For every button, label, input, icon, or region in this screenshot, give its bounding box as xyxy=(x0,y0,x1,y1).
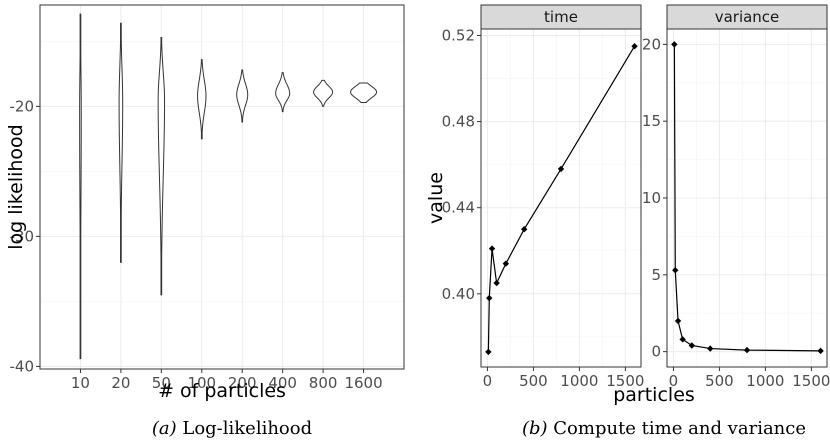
violin-400 xyxy=(275,72,291,113)
violin-10 xyxy=(79,13,82,360)
data-point xyxy=(502,260,510,267)
facet-strip xyxy=(666,4,828,30)
caption-a-text: Log-likelihood xyxy=(182,418,312,439)
y-tick-label: -30 xyxy=(10,227,35,245)
y-tick-label: 0 xyxy=(651,343,661,361)
log-likelihood-violin-chart: -40 -30 -20 10 20 50 100 200 400 800 1600 # of part… xyxy=(5,4,405,402)
data-point xyxy=(707,345,714,352)
x-tick-label: 1500 xyxy=(606,372,644,390)
y-tick-label: 15 xyxy=(642,112,661,130)
data-point xyxy=(631,43,638,50)
y-tick-label: -40 xyxy=(10,357,35,375)
data-point xyxy=(521,226,528,233)
data-point xyxy=(557,165,565,173)
x-axis-title: particles xyxy=(613,384,695,406)
data-point xyxy=(817,347,824,355)
violin-20 xyxy=(118,22,124,263)
data-point xyxy=(743,346,751,354)
violin-200 xyxy=(236,69,249,123)
data-point xyxy=(688,342,696,349)
data-point xyxy=(486,294,493,302)
caption-b-text: Compute time and variance xyxy=(553,418,806,439)
y-axis-title: log likelihood xyxy=(5,124,27,250)
x-tick-label: 0 xyxy=(669,372,679,390)
panel-border xyxy=(39,4,405,370)
violin-1600 xyxy=(350,82,378,103)
x-tick-label: 0 xyxy=(483,372,493,390)
x-tick-label: 500 xyxy=(519,372,548,390)
data-point xyxy=(488,245,496,252)
y-tick-label: 20 xyxy=(642,35,661,53)
y-tick-label: 5 xyxy=(651,266,661,284)
violin-800 xyxy=(313,79,334,107)
x-tick-label: 800 xyxy=(309,374,338,392)
y-tick-label: 0.52 xyxy=(442,26,475,44)
data-point xyxy=(679,336,686,343)
series-line-variance xyxy=(673,44,821,352)
y-tick-label: 10 xyxy=(642,189,661,207)
y-tick-label: 0.48 xyxy=(442,113,475,131)
facet-strip xyxy=(480,4,642,30)
data-point xyxy=(493,279,500,287)
data-point xyxy=(671,41,678,48)
violin-50 xyxy=(157,37,166,296)
x-tick-label: 20 xyxy=(111,374,130,392)
violin-100 xyxy=(197,59,207,140)
caption-b: (b) Compute time and variance xyxy=(522,418,806,439)
facet-strip-label: time xyxy=(544,8,578,26)
x-axis-title: # of particles xyxy=(158,380,286,402)
panel-border xyxy=(480,28,642,368)
y-axis-title: value xyxy=(425,172,447,224)
x-tick-label: 10 xyxy=(71,374,90,392)
facet-strip-label: variance xyxy=(715,8,780,26)
x-tick-label: 500 xyxy=(705,372,734,390)
caption-a: (a) Log-likelihood xyxy=(152,418,312,439)
x-tick-label: 200 xyxy=(228,374,257,392)
x-tick-label: 1000 xyxy=(560,372,598,390)
caption-b-prefix: (b) xyxy=(522,418,548,439)
facet-variance: variance 0 5 10 15 20 0 500 1000 1500 xyxy=(642,4,830,390)
x-tick-label: 1500 xyxy=(792,372,830,390)
x-tick-label: 1000 xyxy=(746,372,784,390)
y-tick-label: -20 xyxy=(10,97,35,115)
data-point xyxy=(674,317,682,325)
x-tick-label: 50 xyxy=(152,374,171,392)
data-point xyxy=(485,348,492,356)
series-line-time xyxy=(487,45,636,352)
y-tick-label: 0.40 xyxy=(442,285,475,303)
facet-time: time 0.40 0.44 0.48 0.52 0 500 1000 1500 xyxy=(442,4,644,390)
x-tick-label: 400 xyxy=(268,374,297,392)
y-tick-label: 0.44 xyxy=(442,199,475,217)
data-point xyxy=(672,267,679,274)
x-tick-label: 100 xyxy=(187,374,216,392)
x-tick-label: 1600 xyxy=(344,374,382,392)
caption-a-prefix: (a) xyxy=(152,418,177,439)
